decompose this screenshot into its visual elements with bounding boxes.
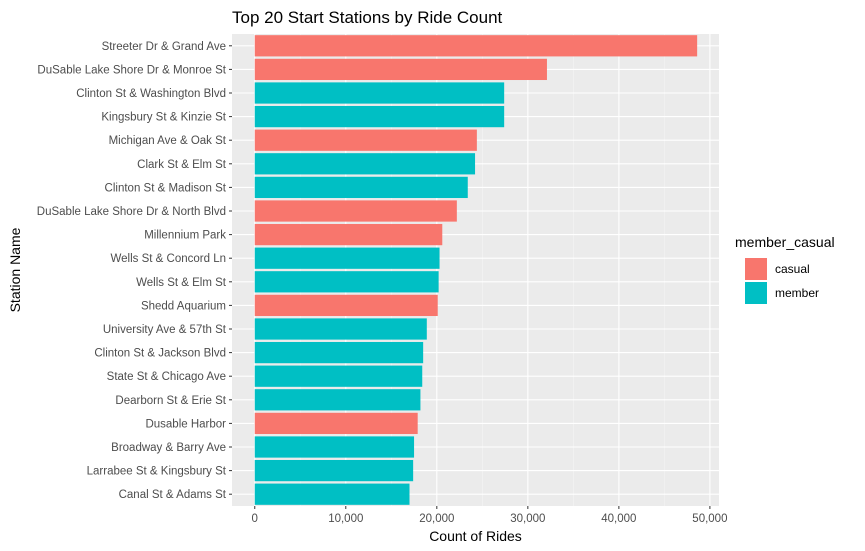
chart-title: Top 20 Start Stations by Ride Count bbox=[232, 8, 503, 27]
y-tick-label: Kingsbury St & Kinzie St bbox=[101, 112, 226, 124]
y-tick-label: Broadway & Barry Ave bbox=[111, 442, 226, 454]
y-tick-label: Larrabee St & Kingsbury St bbox=[87, 466, 227, 478]
legend-key-member bbox=[745, 282, 767, 304]
y-tick-label: Wells St & Concord Ln bbox=[111, 253, 226, 265]
bar bbox=[254, 105, 505, 128]
y-tick-label: Clinton St & Madison St bbox=[105, 182, 227, 194]
bar bbox=[254, 412, 418, 435]
y-axis-title: Station Name bbox=[7, 227, 23, 312]
x-tick-label: 40,000 bbox=[601, 513, 636, 525]
plot-panel bbox=[232, 34, 719, 506]
y-tick-label: Clinton St & Jackson Blvd bbox=[94, 348, 226, 360]
x-tick-label: 20,000 bbox=[419, 513, 454, 525]
y-tick-label: Streeter Dr & Grand Ave bbox=[102, 41, 226, 53]
bar bbox=[254, 389, 421, 411]
x-tick-labels: 0 10,000 20,000 30,000 40,000 50,000 bbox=[252, 506, 727, 525]
bar bbox=[254, 82, 505, 104]
x-tick-label: 10,000 bbox=[328, 513, 363, 525]
y-tick-label: Dusable Harbor bbox=[145, 418, 226, 430]
x-tick-label: 50,000 bbox=[692, 513, 727, 525]
x-axis-title: Count of Rides bbox=[429, 528, 522, 544]
bar bbox=[254, 483, 410, 505]
bar bbox=[254, 153, 476, 175]
bar bbox=[254, 129, 477, 151]
y-tick-label: Clark St & Elm St bbox=[137, 159, 227, 171]
y-tick-label: Wells St & Elm St bbox=[136, 277, 227, 289]
legend-key-casual bbox=[745, 258, 767, 280]
bar bbox=[254, 176, 468, 199]
bar bbox=[254, 223, 443, 246]
bars bbox=[254, 35, 698, 505]
y-tick-label: DuSable Lake Shore Dr & Monroe St bbox=[37, 64, 226, 76]
y-tick-label: Canal St & Adams St bbox=[119, 489, 227, 501]
bar bbox=[254, 341, 424, 364]
y-tick-label: Clinton St & Washington Blvd bbox=[76, 88, 226, 100]
y-tick-label: State St & Chicago Ave bbox=[107, 371, 226, 383]
y-tick-label: University Ave & 57th St bbox=[103, 324, 227, 336]
bar bbox=[254, 58, 547, 81]
bar bbox=[254, 365, 423, 387]
y-tick-label: Shedd Aquarium bbox=[141, 300, 226, 312]
legend: member_casual casual member bbox=[735, 234, 835, 304]
legend-label-member: member bbox=[775, 286, 819, 300]
legend-label-casual: casual bbox=[775, 262, 810, 276]
bar bbox=[254, 200, 457, 222]
x-tick-label: 0 bbox=[252, 513, 258, 525]
y-tick-label: Dearborn St & Erie St bbox=[115, 395, 226, 407]
legend-title: member_casual bbox=[735, 234, 835, 250]
bar bbox=[254, 436, 415, 458]
bar bbox=[254, 247, 440, 269]
bar bbox=[254, 318, 427, 340]
y-tick-labels: Streeter Dr & Grand Ave DuSable Lake Shor… bbox=[37, 41, 232, 501]
y-tick-label: DuSable Lake Shore Dr & North Blvd bbox=[37, 206, 226, 218]
x-tick-label: 30,000 bbox=[510, 513, 545, 525]
bar bbox=[254, 35, 698, 57]
bar bbox=[254, 271, 439, 293]
y-tick-label: Millennium Park bbox=[144, 230, 226, 242]
y-tick-label: Michigan Ave & Oak St bbox=[109, 135, 227, 147]
bar bbox=[254, 459, 414, 482]
bar bbox=[254, 294, 438, 317]
